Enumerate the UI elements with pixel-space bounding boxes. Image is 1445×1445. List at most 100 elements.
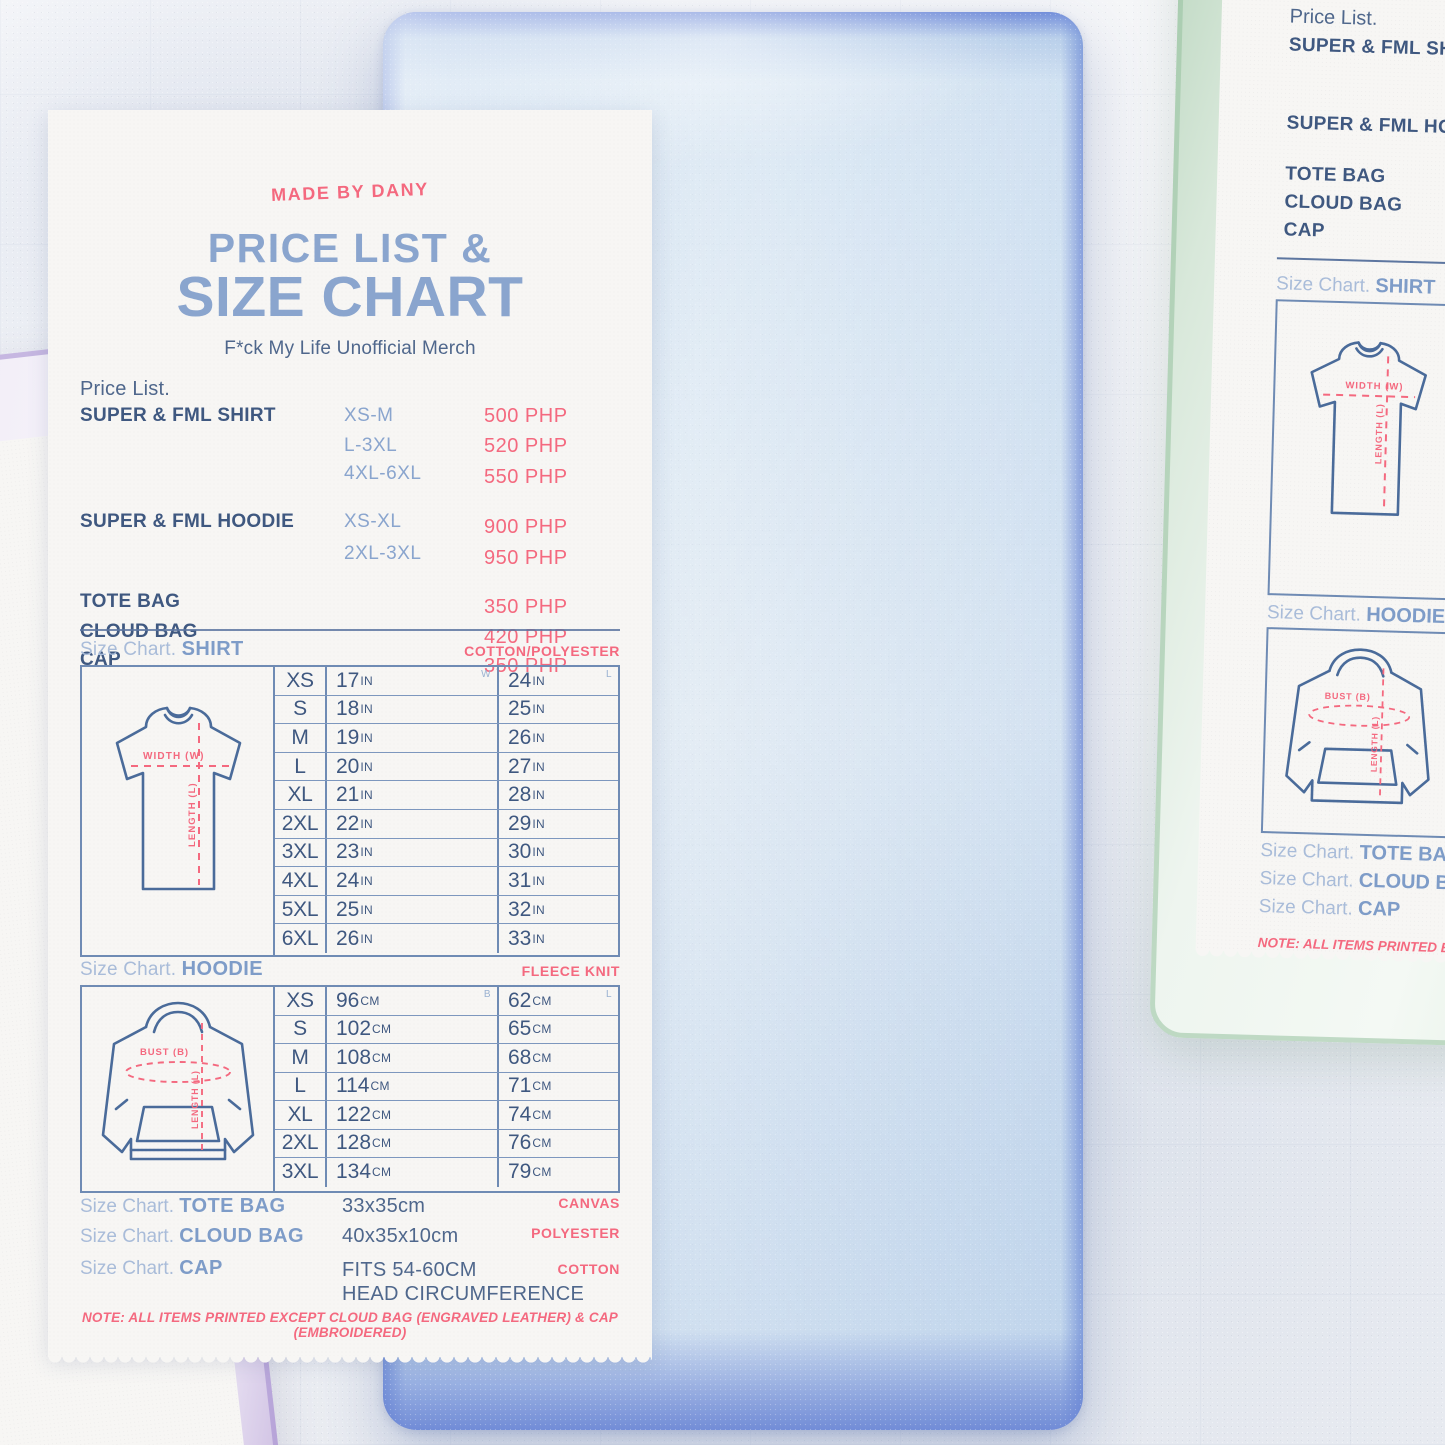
price-list-heading: Price List. [80, 378, 171, 400]
size-label: S [275, 695, 327, 724]
size-label: 3XL [275, 838, 327, 867]
table-row: L 114 CM 71 CM [275, 1072, 618, 1101]
price-item-size: 4XL-6XL [344, 463, 422, 484]
right-clipboard: F*c Price List. SUPER & FML SHIRT SUPER … [1149, 0, 1445, 1053]
table-row: 3XL 23 IN 30 IN [275, 838, 618, 868]
size-label: 4XL [275, 867, 327, 895]
length-value: 28 IN [508, 783, 545, 807]
cloud-size-value: 40x35x10cm [342, 1225, 459, 1247]
cloud-bag-row: Size Chart. CLOUD BAG 40x35x10cm POLYEST… [80, 1225, 620, 1255]
title-line-1: PRICE LIST & [207, 225, 493, 271]
length-value: 76 CM [508, 1131, 552, 1155]
length-value: 29 IN [508, 811, 545, 835]
length-value: 26 IN [508, 725, 545, 749]
price-item-price: 520 PHP [484, 435, 568, 457]
price-item-price: 900 PHP [484, 516, 568, 538]
length-value: 68 CM [508, 1045, 552, 1069]
length-value: 62 CM L [508, 988, 612, 1012]
price-list-section: Price List. SUPER & FML SHIRT XS-M 500 P… [80, 378, 620, 677]
brand-stamp: MADE BY DANY [270, 178, 430, 206]
price-list-and-size-chart-document: MADE BY DANY PRICE LIST & SIZE CHART F*c… [48, 110, 652, 1357]
width-value: 17 IN W [327, 667, 499, 695]
bust-value: 122 CM [327, 1101, 499, 1129]
length-value: 65 CM [508, 1017, 552, 1041]
table-row: 5XL 25 IN 32 IN [275, 895, 618, 925]
title-line-2: SIZE CHART [176, 265, 524, 329]
table-row: XS 96 CM B 62 CM L [275, 987, 618, 1016]
width-value: 18 IN [327, 695, 499, 724]
bust-value: 108 CM [327, 1044, 499, 1072]
right-shirt-table: WIDTH (W) LENGTH (L) XS S M L XL 2XL 3XL… [1267, 299, 1445, 608]
table-row: 2XL 128 CM 76 CM [275, 1129, 618, 1158]
size-label: M [275, 1044, 327, 1072]
price-item-name: TOTE BAG [80, 591, 181, 612]
price-row: SUPER & FML HOODIE XS-XL 900 PHP [80, 511, 620, 543]
right-section-hoodie: Size Chart. HOODIE [1266, 602, 1445, 629]
width-value: 21 IN [327, 781, 499, 809]
shirt-size-grid: XS 17 IN W 24 IN L S 18 IN 25 IN M 19 IN 26 IN L… [275, 667, 618, 955]
price-row: 4XL-6XL 550 PHP [80, 463, 620, 491]
hoodie-length-label: LENGTH (L) [190, 1070, 200, 1129]
table-row: M 19 IN 26 IN [275, 724, 618, 753]
width-value: 23 IN [327, 838, 499, 867]
hoodie-section-name: HOODIE [181, 958, 263, 980]
cloud-material: POLYESTER [531, 1225, 620, 1241]
price-item-size: L-3XL [344, 435, 398, 456]
table-row: L 20 IN 27 IN [275, 752, 618, 782]
size-label: XL [275, 1101, 327, 1129]
size-label: XS [275, 987, 327, 1015]
price-item-price: 420 PHP [484, 626, 568, 648]
table-row: XL 122 CM 74 CM [275, 1101, 618, 1130]
bust-value: 114 CM [327, 1072, 499, 1100]
svg-text:LENGTH (L): LENGTH (L) [1369, 716, 1381, 772]
hoodie-material-label: FLEECE KNIT [521, 963, 620, 979]
size-label: S [275, 1015, 327, 1043]
shirt-section-prefix: Size Chart. [80, 639, 177, 660]
size-label: 5XL [275, 895, 327, 924]
tote-material: CANVAS [558, 1195, 620, 1211]
shirt-diagram-cell: WIDTH (W) LENGTH (L) [82, 667, 275, 955]
right-item-cloud: CLOUD BAG [1284, 191, 1403, 216]
length-value: 31 IN [508, 868, 545, 892]
tote-bag-row: Size Chart. TOTE BAG 33x35cm CANVAS [80, 1195, 620, 1225]
length-value: 24 IN L [508, 668, 612, 692]
price-row: SUPER & FML SHIRT XS-M 500 PHP [80, 405, 620, 435]
shirt-material-label: COTTON/POLYESTER [464, 643, 620, 659]
col-tag-l: L [606, 989, 612, 1000]
price-item-price: 500 PHP [484, 405, 568, 427]
price-item-price: 350 PHP [484, 596, 568, 618]
price-item-price: 550 PHP [484, 466, 568, 488]
size-label: M [275, 724, 327, 752]
svg-text:LENGTH (L): LENGTH (L) [1373, 403, 1385, 464]
bust-value: 134 CM [327, 1158, 499, 1187]
svg-text:WIDTH (W): WIDTH (W) [1345, 380, 1403, 393]
cloud-label: Size Chart. CLOUD BAG [80, 1225, 304, 1247]
bust-value: 96 CM B [327, 987, 499, 1015]
size-label: XS [275, 667, 327, 695]
width-value: 25 IN [327, 895, 499, 924]
right-hoodie-table: BUST (B) LENGTH (L) XS S M L XL 2XL 3XL [1260, 627, 1445, 846]
right-paper-sheet: F*c Price List. SUPER & FML SHIRT SUPER … [1195, 0, 1445, 976]
length-value: 74 CM [508, 1102, 552, 1126]
shirt-width-label: WIDTH (W) [143, 751, 205, 762]
cap-label: Size Chart. CAP [80, 1257, 223, 1279]
cap-row: Size Chart. CAP FITS 54-60CM HEAD CIRCUM… [80, 1257, 620, 1305]
right-section-shirt: Size Chart. SHIRT [1275, 273, 1436, 299]
cap-size-value: FITS 54-60CM [342, 1259, 477, 1281]
length-value: 32 IN [508, 897, 545, 921]
shirt-section-header: Size Chart. SHIRT [80, 638, 244, 661]
hoodie-section-header: Size Chart. HOODIE [80, 958, 263, 981]
hoodie-size-table: BUST (B) LENGTH (L) XS 96 CM B 62 CM L S 102… [80, 985, 620, 1193]
tote-label: Size Chart. TOTE BAG [80, 1195, 286, 1217]
length-value: 30 IN [508, 840, 545, 864]
size-label: XL [275, 781, 327, 809]
price-item-name: SUPER & FML HOODIE [80, 511, 295, 532]
width-value: 19 IN [327, 724, 499, 752]
bust-value: 128 CM [327, 1129, 499, 1157]
hoodie-diagram-cell: BUST (B) LENGTH (L) [82, 987, 275, 1191]
right-item-tote: TOTE BAG [1284, 163, 1386, 188]
col-tag-l: L [606, 669, 612, 680]
hoodie-icon: BUST (B) LENGTH (L) [101, 1001, 255, 1161]
price-item-name: CAP [80, 649, 122, 670]
length-value: 71 CM [508, 1074, 552, 1098]
